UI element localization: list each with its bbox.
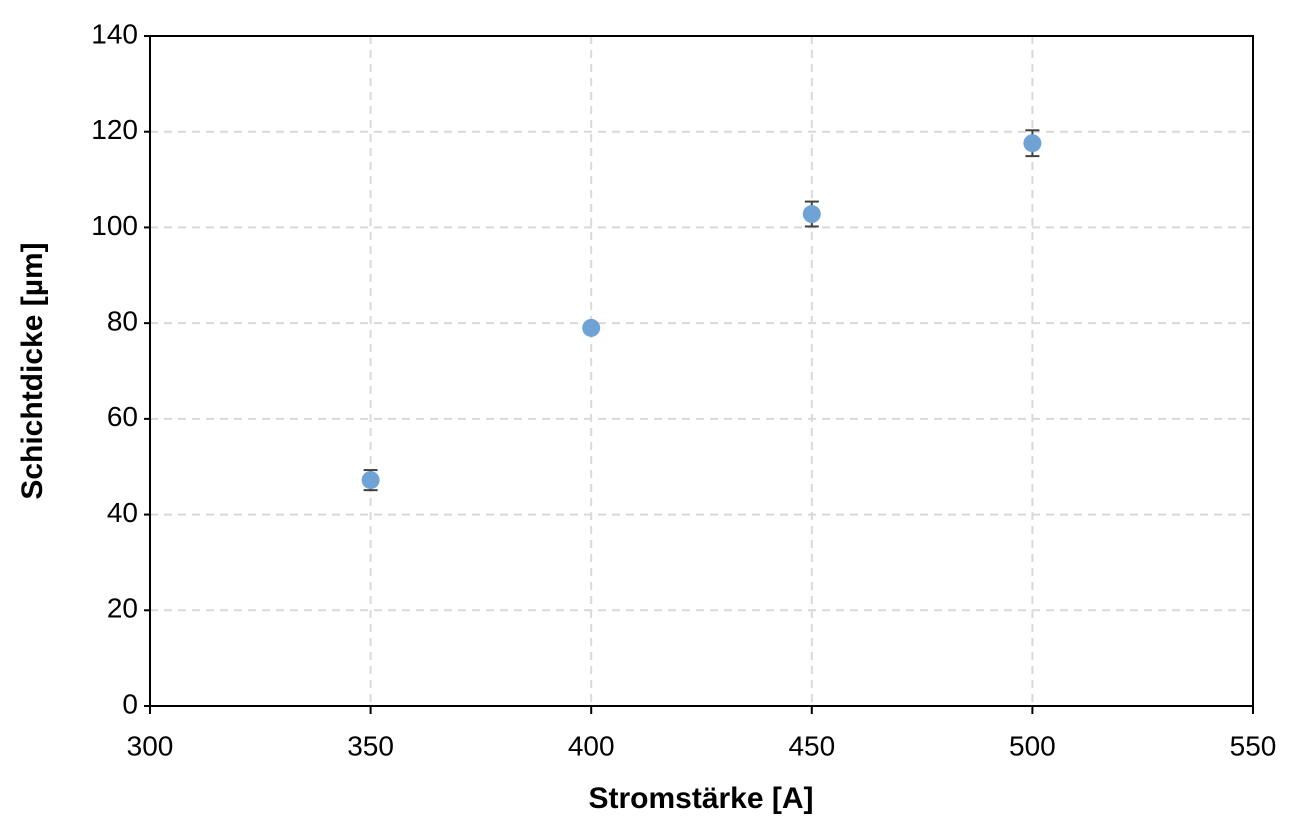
y-tick-label: 0: [122, 688, 138, 719]
x-tick-label: 550: [1230, 730, 1277, 761]
plot-frame: [149, 35, 1254, 707]
point: [361, 471, 380, 490]
point: [802, 205, 821, 224]
x-tick-label: 450: [788, 730, 835, 761]
y-tick-label: 20: [107, 593, 138, 624]
y-tick-label: 80: [107, 306, 138, 337]
x-axis-title: Stromstärke [A]: [588, 782, 813, 815]
y-tick-label: 120: [91, 114, 138, 145]
x-tick-label: 300: [127, 730, 174, 761]
x-tick-label: 500: [1009, 730, 1056, 761]
point: [1023, 134, 1042, 153]
x-tick-label: 350: [347, 730, 394, 761]
y-axis-title: Schichtdicke [µm]: [16, 242, 49, 499]
x-tick-label: 400: [568, 730, 615, 761]
y-tick-label: 60: [107, 401, 138, 432]
y-tick-label: 40: [107, 497, 138, 528]
point: [582, 318, 601, 337]
y-tick-label: 100: [91, 210, 138, 241]
y-tick-label: 140: [91, 18, 138, 49]
